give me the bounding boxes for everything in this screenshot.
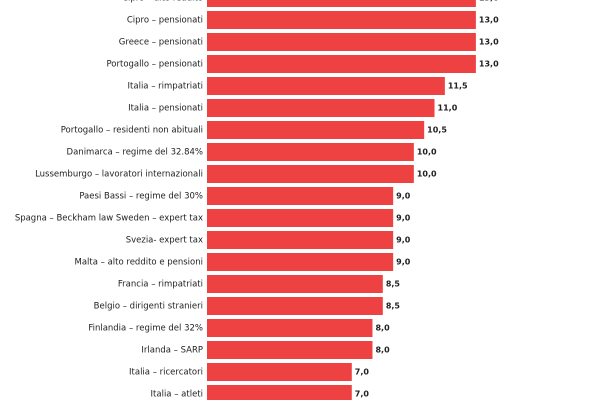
bar (207, 209, 394, 227)
category-label: Cipro – pensionati (127, 16, 203, 26)
category-label: Portogallo – pensionati (106, 60, 203, 70)
category-label: Irlanda – SARP (141, 346, 203, 356)
category-label: Italia – ricercatori (129, 368, 203, 378)
value-label: 8,5 (386, 302, 401, 311)
bar (207, 55, 476, 73)
bar (207, 319, 373, 337)
value-label: 9,0 (396, 258, 411, 267)
value-label: 13,0 (479, 0, 499, 3)
category-label: Greece – pensionati (119, 38, 203, 48)
bar (207, 33, 476, 51)
category-label: Portogallo – residenti non abituali (61, 126, 203, 136)
category-label: Francia – rimpatriati (118, 280, 203, 290)
value-label: 11,5 (448, 82, 468, 91)
category-label: Malta – alto reddito e pensioni (74, 258, 203, 268)
bar (207, 121, 425, 139)
value-label: 9,0 (396, 192, 411, 201)
category-label: Italia – pensionati (128, 104, 203, 114)
bar (207, 231, 394, 249)
bar (207, 297, 383, 315)
category-label: Svezia- expert tax (126, 236, 203, 246)
category-label: Spagna – Beckham law Sweden – expert tax (15, 214, 203, 224)
category-label: Danimarca – regime del 32.84% (67, 148, 203, 158)
bar (207, 99, 435, 117)
bar (207, 341, 373, 359)
value-label: 8,5 (386, 280, 401, 289)
bar (207, 143, 414, 161)
category-label: Cipro – alto reddito (122, 0, 203, 4)
value-label: 7,0 (355, 368, 370, 377)
category-label: Finlandia – regime del 32% (88, 324, 203, 334)
bar (207, 275, 383, 293)
value-label: 10,5 (427, 126, 447, 135)
bar (207, 77, 445, 95)
value-label: 13,0 (479, 60, 499, 69)
value-label: 8,0 (375, 324, 390, 333)
bar (207, 11, 476, 29)
value-label: 8,0 (375, 346, 390, 355)
value-label: 11,0 (438, 104, 458, 113)
category-label: Italia – rimpatriati (128, 82, 203, 92)
bar (207, 385, 352, 400)
value-label: 13,0 (479, 38, 499, 47)
value-label: 7,0 (355, 390, 370, 399)
value-label: 13,0 (479, 16, 499, 25)
category-label: Lussemburgo – lavoratori internazionali (35, 170, 203, 180)
bar (207, 187, 394, 205)
bar (207, 363, 352, 381)
bar (207, 165, 414, 183)
value-label: 10,0 (417, 170, 437, 179)
bar (207, 253, 394, 271)
category-label: Belgio – dirigenti stranieri (94, 302, 203, 312)
value-label: 9,0 (396, 214, 411, 223)
bar (207, 0, 476, 7)
value-label: 10,0 (417, 148, 437, 157)
category-label: Italia – atleti (151, 390, 203, 400)
category-label: Paesi Bassi – regime del 30% (79, 192, 203, 202)
value-label: 9,0 (396, 236, 411, 245)
